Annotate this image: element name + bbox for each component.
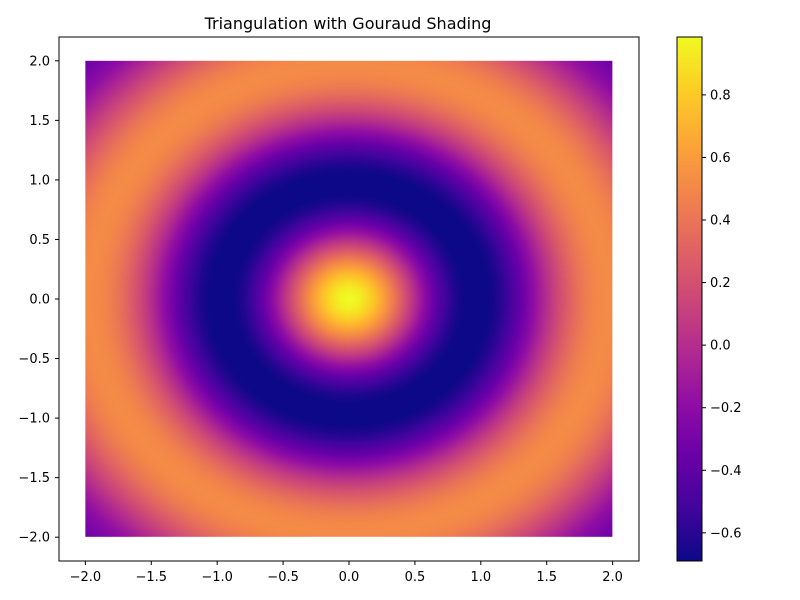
y-tick-label: 1.5 [29,114,50,129]
colorbar-tick-label: −0.2 [710,401,742,416]
y-tick-label: 0.0 [29,293,50,308]
colorbar-tick-label: 0.0 [710,339,731,354]
x-axis: −2.0 −1.5 −1.0 −0.5 0.0 0.5 1.0 1.5 2.0 [70,561,623,585]
y-axis: 2.0 1.5 1.0 0.5 0.0 −0.5 −1.0 −1.5 −2.0 [18,54,59,546]
x-tick-label: 1.5 [536,570,557,585]
heatmap-surface [85,60,613,537]
colorbar-tick-label: 0.2 [710,276,731,291]
colorbar-tick-label: 0.8 [710,88,731,103]
y-tick-label: −1.0 [18,412,50,427]
x-tick-label: 0.0 [339,570,360,585]
x-tick-label: 0.5 [405,570,426,585]
y-tick-label: 2.0 [29,54,50,69]
colorbar-gradient [677,37,702,561]
plot-area [58,36,640,562]
x-tick-label: −1.0 [201,570,233,585]
x-tick-label: −0.5 [267,570,299,585]
y-tick-label: −1.5 [18,471,50,486]
x-tick-label: 2.0 [602,570,623,585]
y-tick-label: −0.5 [18,352,50,367]
y-tick-label: 0.5 [29,233,50,248]
x-tick-label: −2.0 [70,570,102,585]
x-tick-label: 1.0 [470,570,491,585]
colorbar-tick-label: −0.6 [710,526,742,541]
x-tick-label: −1.5 [135,570,167,585]
chart-title: Triangulation with Gouraud Shading [204,14,492,33]
colorbar-tick-label: 0.6 [710,151,731,166]
colorbar-tick-label: 0.4 [710,214,731,229]
colorbar-frame [676,36,703,562]
colorbar: 0.8 0.6 0.4 0.2 0.0 −0.2 −0.4 −0.6 [676,36,742,562]
y-tick-label: 1.0 [29,173,50,188]
heatmap-image [85,60,613,537]
y-tick-label: −2.0 [18,531,50,546]
colorbar-tick-label: −0.4 [710,464,742,479]
colorbar-ticks: 0.8 0.6 0.4 0.2 0.0 −0.2 −0.4 −0.6 [702,88,742,541]
